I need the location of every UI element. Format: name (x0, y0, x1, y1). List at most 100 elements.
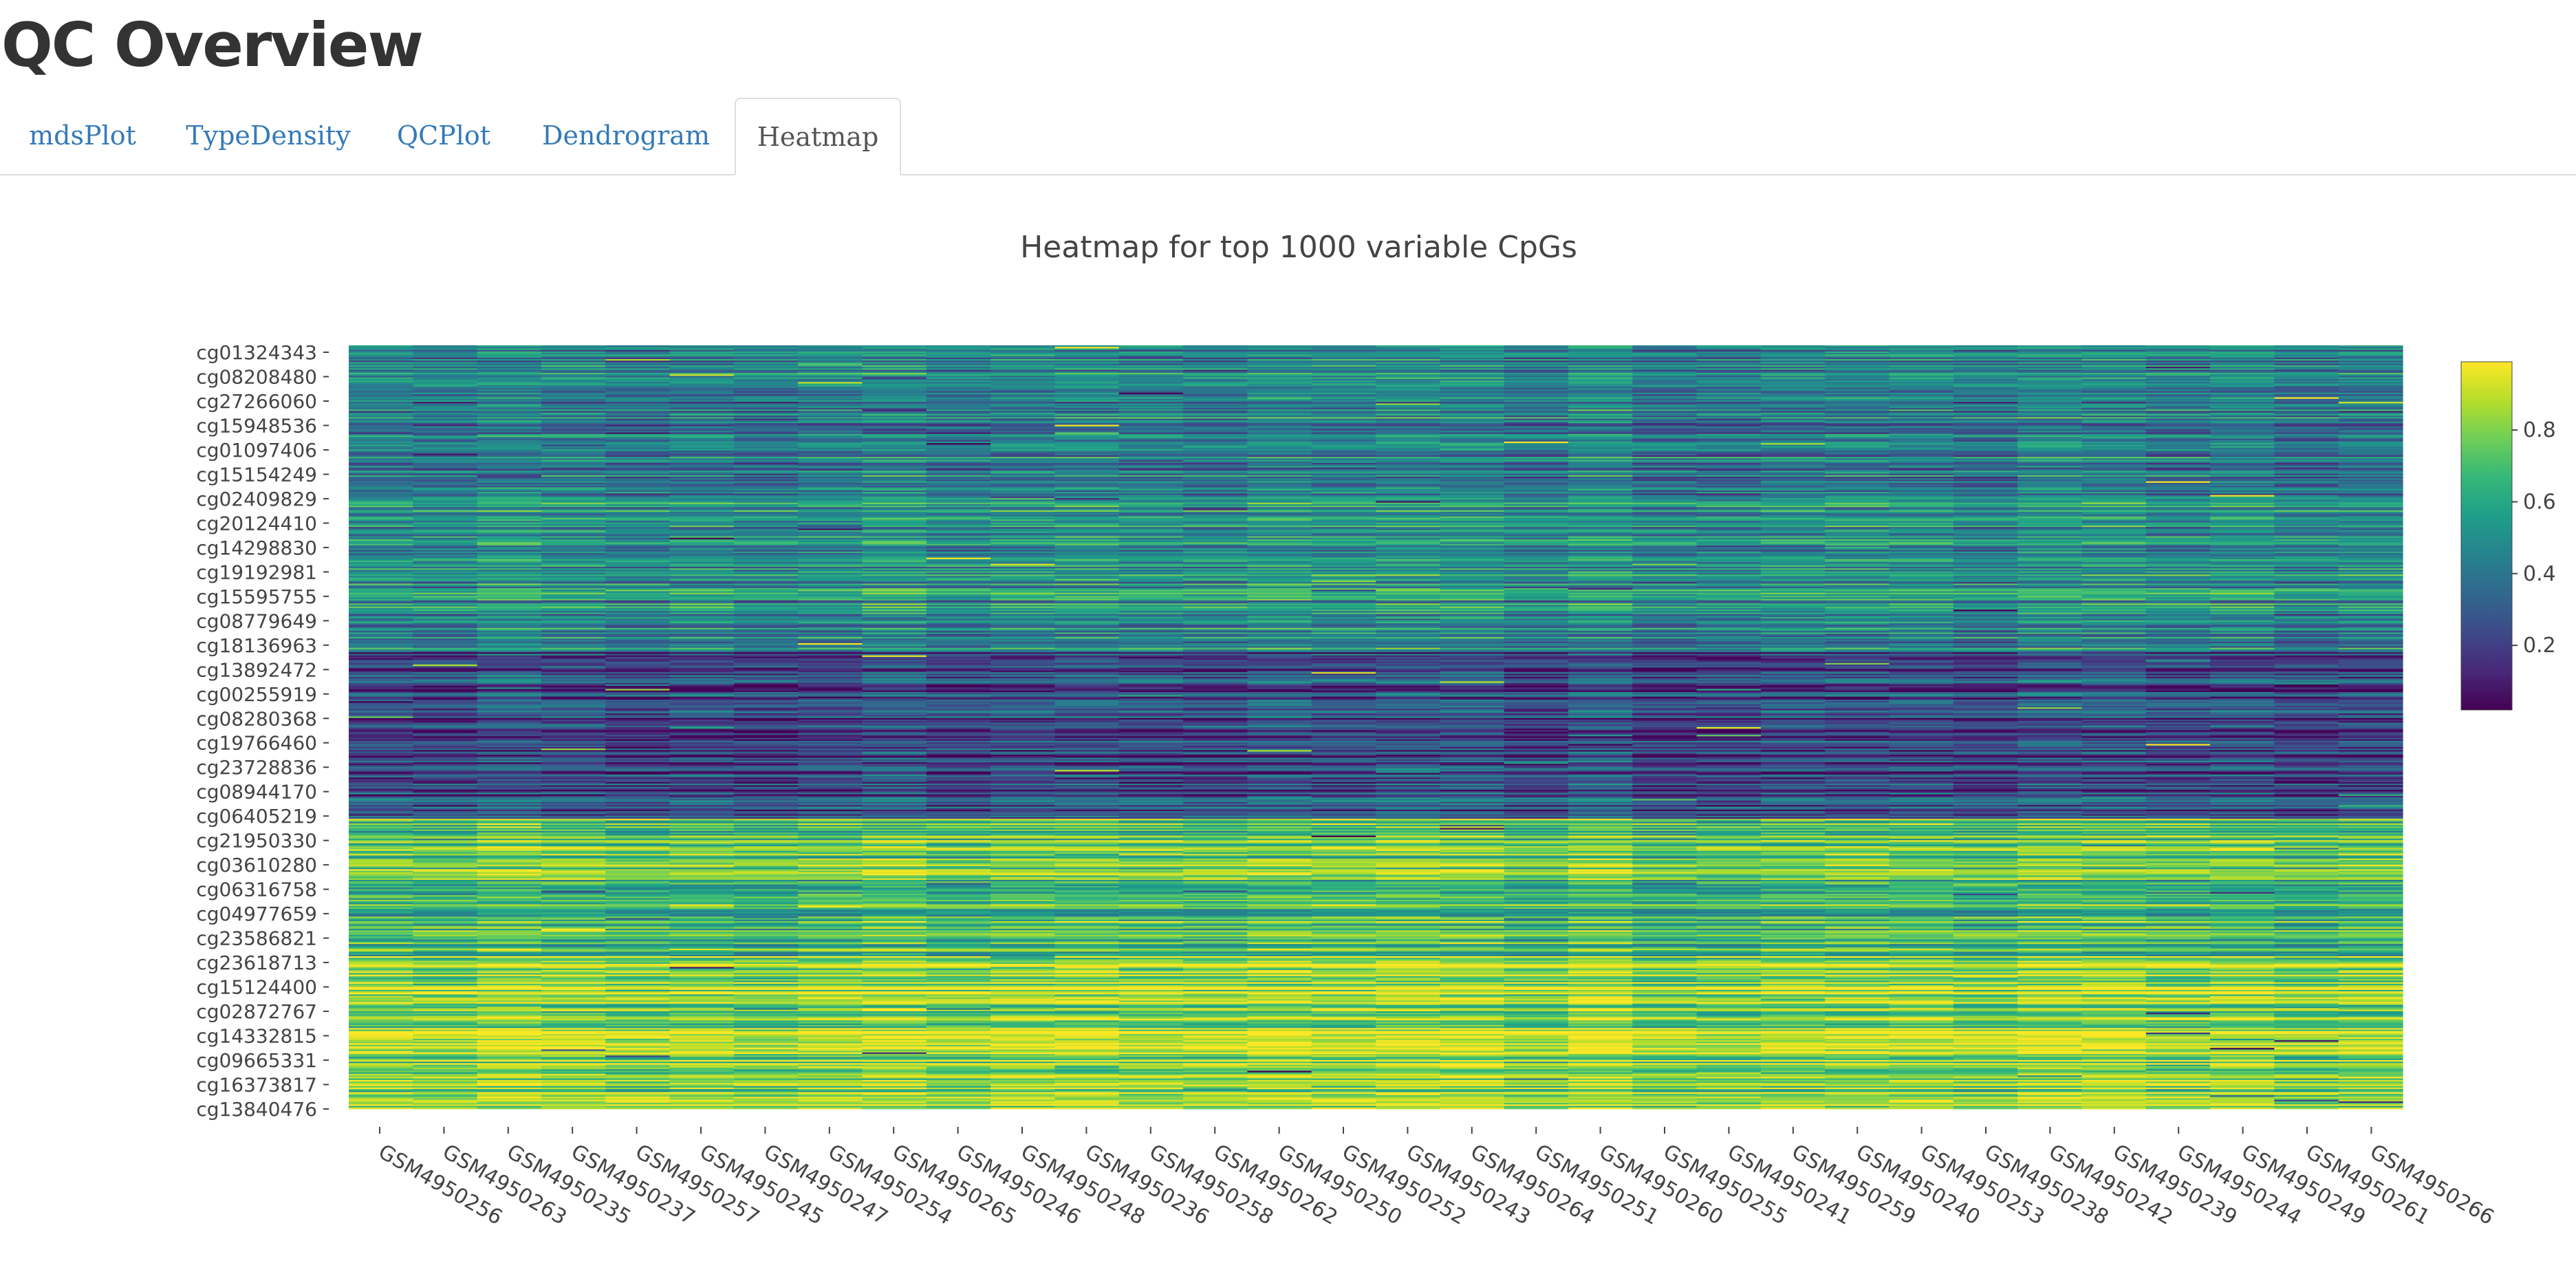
heatmap-cell (413, 647, 478, 650)
heatmap-cell (413, 1020, 478, 1022)
heatmap-cell (349, 638, 413, 640)
heatmap-cell (349, 1101, 413, 1103)
heatmap-cell (413, 903, 478, 905)
heatmap-cell (349, 588, 413, 590)
heatmap-cell (413, 478, 478, 480)
heatmap-cell (413, 1034, 478, 1036)
heatmap-cell (477, 899, 542, 902)
heatmap-cell (349, 889, 413, 891)
heatmap-cell (541, 347, 606, 349)
heatmap-cell (413, 408, 478, 410)
heatmap-cell (413, 985, 478, 987)
heatmap-cell (349, 1043, 413, 1046)
heatmap-cell (349, 475, 413, 477)
heatmap-cell (413, 760, 478, 763)
heatmap-cell (349, 835, 413, 838)
tab-qcplot[interactable]: QCPlot (396, 120, 491, 151)
heatmap-cell (413, 645, 478, 647)
heatmap-cell (349, 435, 413, 438)
heatmap-cell (477, 1031, 542, 1033)
heatmap-cell (413, 582, 478, 584)
heatmap-cell (349, 647, 413, 650)
heatmap-cell (349, 557, 413, 560)
tab-dendrogram[interactable]: Dendrogram (542, 120, 710, 151)
heatmap-cell (349, 400, 413, 402)
heatmap-cell (477, 784, 542, 786)
heatmap-cell (413, 427, 478, 430)
heatmap-cell (477, 991, 542, 993)
heatmap-cell (413, 363, 478, 366)
heatmap-cell (349, 536, 413, 539)
heatmap-cell (477, 376, 542, 378)
heatmap-cell (349, 834, 413, 837)
heatmap-cell (413, 487, 478, 490)
heatmap-cell (477, 804, 542, 806)
heatmap-cell (349, 451, 413, 453)
heatmap-cell (349, 940, 413, 943)
heatmap-cell (413, 994, 478, 997)
heatmap-cell (349, 413, 413, 416)
tab-typedensity[interactable]: TypeDensity (186, 120, 351, 151)
heatmap-cell (413, 635, 478, 638)
heatmap-cell (349, 412, 413, 415)
heatmap-cell (349, 814, 413, 817)
heatmap-cell (413, 382, 478, 384)
heatmap-cell (349, 878, 413, 881)
heatmap-cell (477, 429, 542, 431)
heatmap-cell (413, 870, 478, 873)
heatmap-cell (349, 815, 413, 818)
heatmap-cell (349, 495, 413, 497)
heatmap-cell (349, 510, 413, 513)
heatmap-cell (413, 1052, 478, 1055)
heatmap-cell (477, 557, 542, 560)
heatmap-cell (349, 759, 413, 762)
heatmap-cell (349, 869, 413, 872)
heatmap-cell (349, 839, 413, 841)
heatmap-cell (477, 1104, 542, 1106)
heatmap-cell (349, 1009, 413, 1012)
heatmap-cell (477, 751, 542, 754)
heatmap-cell (413, 742, 478, 744)
heatmap-cell (477, 406, 542, 409)
heatmap-cell (477, 867, 542, 870)
tab-heatmap[interactable]: Heatmap (735, 98, 901, 175)
heatmap-cell (477, 433, 542, 436)
heatmap-cell (349, 367, 413, 369)
heatmap-cell (413, 839, 478, 841)
heatmap-cell (477, 980, 542, 983)
heatmap-cell (477, 826, 542, 828)
heatmap-cell (349, 934, 413, 937)
heatmap-cell (413, 780, 478, 783)
heatmap-cell (349, 804, 413, 806)
heatmap-cell (349, 541, 413, 543)
heatmap-cell (349, 365, 413, 367)
heatmap-cell (477, 1017, 542, 1020)
heatmap-cell (413, 475, 478, 477)
heatmap-cell (477, 583, 542, 585)
heatmap-cell (477, 1034, 542, 1036)
heatmap-cell (349, 568, 413, 570)
heatmap-cell (349, 773, 413, 775)
heatmap-cell (349, 860, 413, 862)
heatmap-cell (413, 885, 478, 888)
heatmap-cell (349, 895, 413, 897)
heatmap-cell (477, 1059, 542, 1062)
heatmap-cell (349, 953, 413, 956)
heatmap-cell (413, 1002, 478, 1004)
heatmap-cell (477, 1057, 542, 1059)
heatmap-cell (477, 1028, 542, 1030)
heatmap-cell (477, 878, 542, 881)
heatmap-cell (477, 812, 542, 815)
heatmap-cell (477, 1003, 542, 1006)
heatmap-cell (349, 388, 413, 390)
heatmap-cell (349, 356, 413, 358)
heatmap-cell (477, 748, 542, 751)
heatmap-cell (349, 641, 413, 644)
heatmap-cell (477, 591, 542, 594)
tab-mdsplot[interactable]: mdsPlot (29, 120, 136, 151)
heatmap-cell (413, 869, 478, 872)
heatmap-cell (349, 524, 413, 526)
heatmap-cell (477, 721, 542, 723)
heatmap-cell (477, 1046, 542, 1048)
heatmap-cell (349, 594, 413, 596)
